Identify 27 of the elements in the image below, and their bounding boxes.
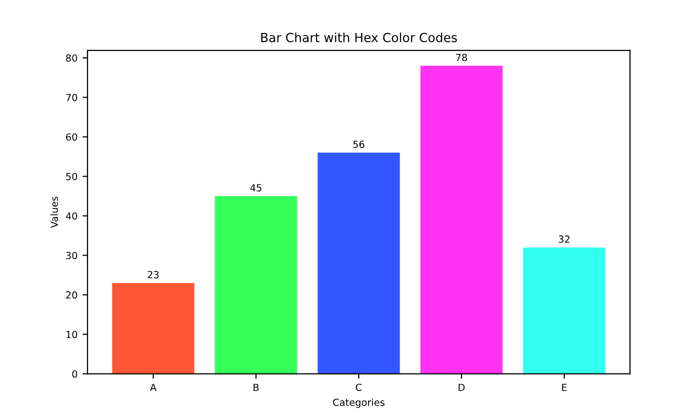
- x-tick-label: E: [562, 384, 567, 391]
- x-tick-label: B: [254, 384, 259, 391]
- y-tick-label: 70: [66, 94, 78, 102]
- y-tick-label: 50: [66, 172, 78, 180]
- bar: [318, 152, 400, 374]
- y-tick-label: 30: [66, 252, 78, 260]
- y-tick-label: 80: [66, 54, 78, 62]
- y-axis-title: Values: [50, 196, 58, 228]
- data-label: 45: [250, 184, 262, 192]
- y-tick-label: 10: [66, 330, 78, 338]
- data-label: 56: [353, 140, 364, 148]
- y-tick-label: 0: [72, 370, 78, 378]
- y-tick-label: 40: [66, 212, 78, 220]
- data-label: 23: [148, 270, 159, 278]
- data-label: 32: [558, 235, 570, 243]
- y-tick-label: 20: [66, 291, 78, 299]
- bar: [523, 247, 606, 374]
- x-axis-title: Categories: [333, 398, 384, 408]
- chart-title: Bar Chart with Hex Color Codes: [261, 32, 457, 42]
- data-label: 78: [456, 54, 468, 62]
- bar: [112, 282, 194, 374]
- bar: [420, 66, 503, 374]
- x-tick-label: A: [150, 384, 156, 391]
- y-tick-label: 60: [66, 133, 78, 141]
- x-tick-label: D: [458, 384, 465, 391]
- bar: [214, 196, 298, 374]
- x-tick-label: C: [356, 384, 362, 392]
